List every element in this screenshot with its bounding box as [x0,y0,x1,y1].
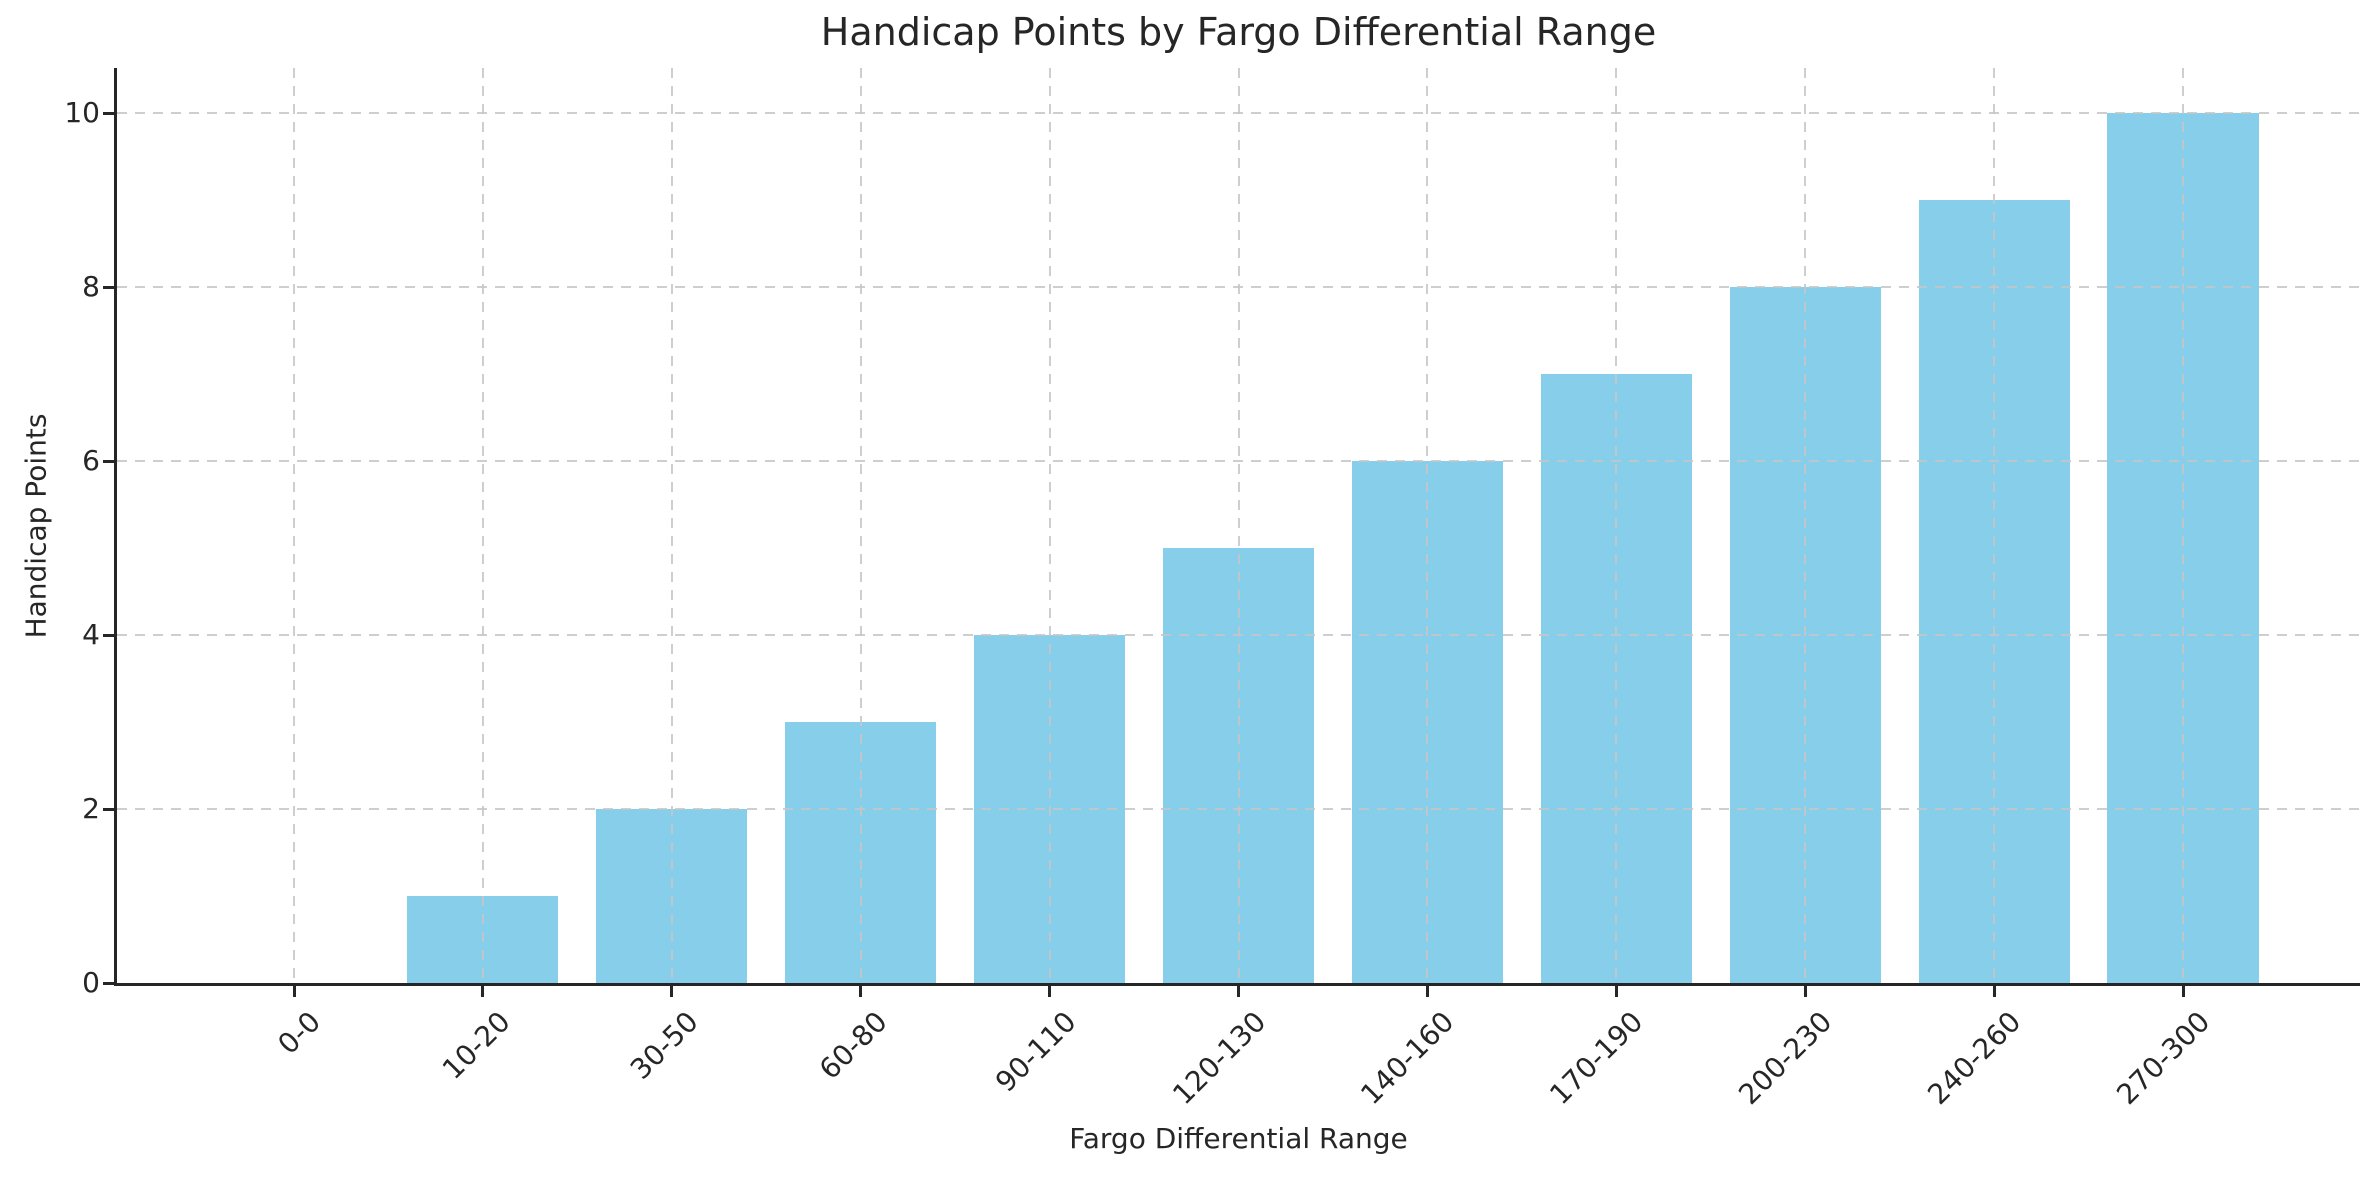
y-tick [103,285,114,289]
gridline-h [117,808,2360,810]
x-tick [292,986,296,997]
y-tick [103,981,114,985]
y-axis-spine [114,68,117,986]
y-tick [103,459,114,463]
y-tick [103,111,114,115]
chart-title: Handicap Points by Fargo Differential Ra… [820,10,1657,54]
x-tick-label: 140-160 [1354,1005,1461,1112]
x-tick-label: 120-130 [1165,1005,1272,1112]
y-tick-label: 2 [82,791,100,825]
x-tick-label: 0-0 [271,1005,328,1061]
x-tick-label: 30-50 [624,1005,706,1086]
x-tick-label: 90-110 [989,1005,1083,1099]
x-tick [670,986,674,997]
y-tick-label: 6 [82,443,100,477]
gridline-h [117,112,2360,114]
gridline-v [859,68,862,983]
x-tick-label: 200-230 [1732,1005,1839,1112]
gridline-v [1615,68,1618,983]
gridline-v [1237,68,1240,983]
gridline-v [670,68,673,983]
x-tick-label: 240-260 [1921,1005,2028,1112]
x-tick [1803,986,1807,997]
y-tick [103,807,114,811]
y-tick-label: 0 [82,965,100,999]
gridline-v [293,68,295,983]
gridline-v [1426,68,1429,983]
gridline-v [1804,68,1807,983]
x-tick [2181,986,2185,997]
x-tick [1237,986,1240,997]
x-tick-label: 270-300 [2110,1005,2217,1112]
x-tick-label: 170-190 [1543,1005,1650,1112]
x-tick [1048,986,1052,997]
x-tick [1614,986,1618,997]
x-tick [1425,986,1429,997]
gridline-h [117,634,2360,636]
gridline-h [117,286,2360,288]
x-tick-label: 60-80 [813,1005,895,1086]
x-tick [1992,986,1996,997]
y-tick-label: 10 [64,95,100,129]
gridline-h [117,460,2360,462]
gridline-v [1048,68,1051,983]
x-axis-spine [114,983,2360,986]
gridline-v [481,68,484,983]
x-axis-title: Fargo Differential Range [1069,1122,1408,1155]
x-tick [859,986,863,997]
x-tick-label: 10-20 [435,1005,517,1086]
gridline-v [1993,68,1996,983]
y-tick-label: 8 [82,269,100,303]
y-tick [103,633,114,637]
y-tick-label: 4 [82,617,100,651]
x-tick [481,986,485,997]
gridline-v [2182,68,2184,983]
